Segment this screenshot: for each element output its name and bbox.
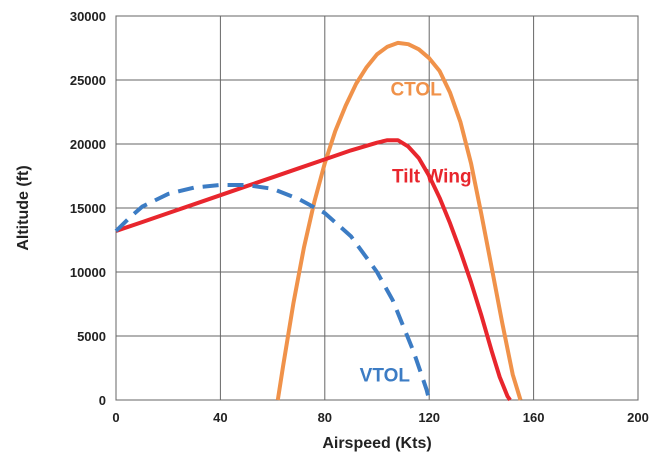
- x-axis-title: Airspeed (Kts): [322, 435, 431, 452]
- tilt-wing-series-label: Tilt Wing: [392, 166, 472, 187]
- vtol-series-label: VTOL: [360, 365, 411, 386]
- y-tick-label: 25000: [70, 73, 106, 88]
- tilt-wing-series-line: [115, 138, 512, 402]
- y-tick-label: 30000: [70, 9, 106, 24]
- x-tick-label: 80: [318, 410, 332, 425]
- y-tick-label: 0: [99, 393, 106, 408]
- series-lines: [114, 40, 523, 402]
- series-labels: CTOL Tilt Wing VTOL: [360, 79, 472, 386]
- x-tick-label: 0: [112, 410, 119, 425]
- y-tick-label: 15000: [70, 201, 106, 216]
- y-tick-label: 5000: [77, 329, 106, 344]
- x-tick-label: 160: [523, 410, 545, 425]
- ctol-series-label: CTOL: [390, 79, 442, 100]
- y-tick-label: 10000: [70, 265, 106, 280]
- vtol-series-line: [114, 183, 432, 401]
- x-tick-label: 120: [418, 410, 440, 425]
- tick-labels: 0 40 80 120 160 200 0 5000 10000 15000 20000 25000 3…: [70, 9, 649, 425]
- x-tick-label: 200: [627, 410, 649, 425]
- ctol-series-line: [275, 40, 523, 401]
- y-tick-label: 20000: [70, 137, 106, 152]
- x-tick-label: 40: [213, 410, 227, 425]
- y-axis-title: Altitude (ft): [15, 165, 32, 250]
